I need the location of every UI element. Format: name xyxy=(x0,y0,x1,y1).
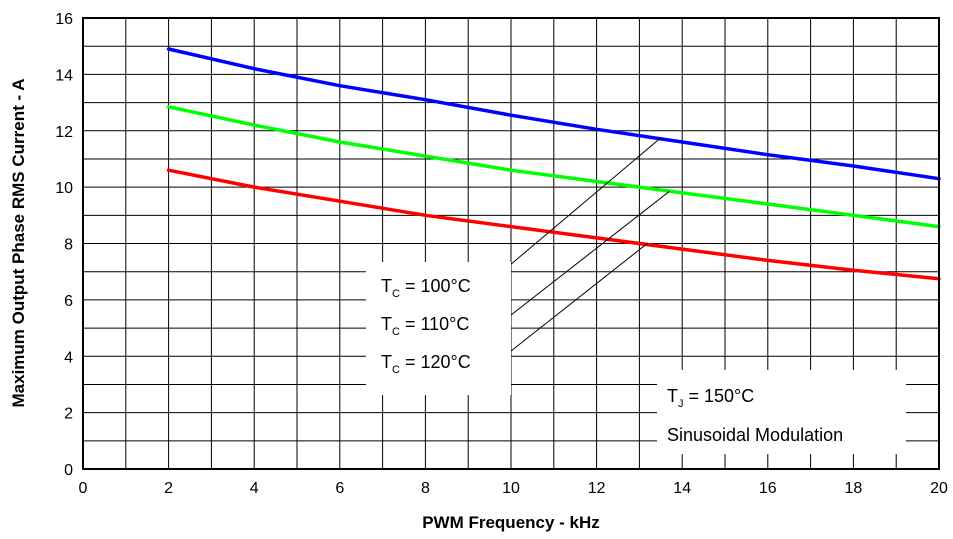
modulation-label: Sinusoidal Modulation xyxy=(667,425,843,445)
y-tick-label: 14 xyxy=(55,67,73,84)
x-tick-label: 10 xyxy=(502,480,520,497)
x-tick-label: 18 xyxy=(845,480,863,497)
y-tick-label: 2 xyxy=(64,406,73,423)
conditions-box-bg xyxy=(657,370,906,454)
x-tick-label: 20 xyxy=(930,480,948,497)
y-tick-label: 10 xyxy=(55,180,73,197)
x-tick-label: 4 xyxy=(250,480,259,497)
plot-frame xyxy=(82,17,940,470)
y-tick-labels: 0 2 4 6 8 10 12 14 16 xyxy=(55,11,73,479)
legend-label-100: TC = 100°C xyxy=(381,276,471,300)
legend-label-110: TC = 110°C xyxy=(381,314,469,338)
leader-line xyxy=(510,242,649,352)
y-tick-label: 4 xyxy=(64,349,73,366)
y-tick-label: 16 xyxy=(55,11,73,28)
x-axis-label: PWM Frequency - kHz xyxy=(422,513,600,532)
x-tick-label: 8 xyxy=(421,480,430,497)
leader-line xyxy=(496,137,662,277)
leader-line xyxy=(510,190,670,316)
series-layer xyxy=(166,47,941,281)
x-tick-label: 6 xyxy=(335,480,344,497)
x-tick-label: 0 xyxy=(79,480,88,497)
x-tick-label: 16 xyxy=(759,480,777,497)
series-line-2 xyxy=(166,168,941,281)
x-tick-label: 14 xyxy=(673,480,691,497)
junction-temp-label: TJ = 150°C xyxy=(667,386,754,410)
x-tick-labels: 0 2 4 6 8 10 12 14 16 18 20 xyxy=(79,480,948,497)
y-tick-label: 6 xyxy=(64,293,73,310)
y-tick-label: 12 xyxy=(55,124,73,141)
legend-box-bg xyxy=(366,262,511,395)
y-tick-label: 0 xyxy=(64,462,73,479)
y-tick-label: 8 xyxy=(64,237,73,254)
legend-label-120: TC = 120°C xyxy=(381,352,471,376)
series-line-1 xyxy=(166,105,941,229)
legend-leader-lines xyxy=(496,137,670,352)
x-tick-label: 12 xyxy=(588,480,606,497)
y-axis-label: Maximum Output Phase RMS Current - A xyxy=(9,78,28,407)
x-tick-label: 2 xyxy=(164,480,173,497)
series-line-0 xyxy=(166,47,941,181)
